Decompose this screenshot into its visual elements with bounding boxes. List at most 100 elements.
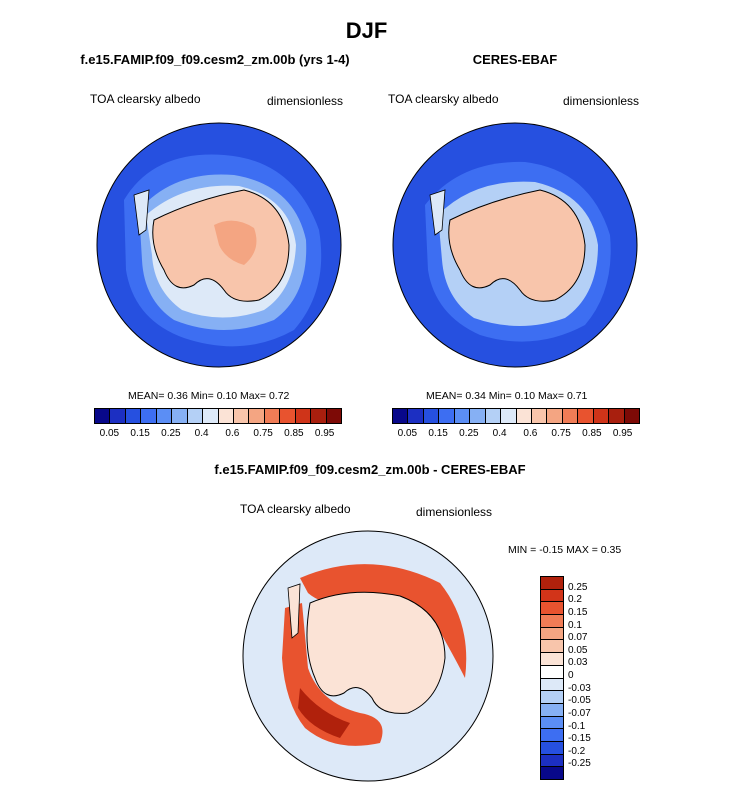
colorbar-obs: [392, 408, 640, 424]
colorbar-swatch: [541, 627, 563, 641]
colorbar-tick-label: 0.2: [568, 594, 582, 606]
colorbar-tick-label: 0.85: [284, 428, 304, 439]
plateau-high-albedo: [214, 220, 257, 265]
colorbar-tick-label: 0.4: [492, 428, 507, 439]
colorbar-tick-label: 0.95: [314, 428, 335, 439]
peninsula: [429, 189, 446, 236]
colorbar-swatch: [624, 409, 639, 423]
colorbar-tick-label: 0.15: [428, 428, 448, 439]
strong-positive-bias: [298, 688, 350, 738]
colorbar-tick-label: 0.95: [612, 428, 633, 439]
colorbar-tick-label: -0.15: [568, 733, 591, 745]
colorbar-swatch: [187, 409, 204, 423]
colorbar-swatch: [408, 409, 424, 423]
panel-variable-diff: TOA clearsky albedo: [240, 502, 351, 516]
colorbar-swatch: [249, 409, 265, 423]
panel-title-model: f.e15.FAMIP.f09_f09.cesm2_zm.00b (yrs 1-…: [80, 52, 350, 67]
colorbar-swatch: [423, 409, 440, 423]
panel-variable-obs: TOA clearsky albedo: [388, 92, 499, 106]
colorbar-swatch: [470, 409, 486, 423]
panel-title-obs: CERES-EBAF: [472, 52, 558, 67]
colorbar-tick-label: 0.05: [397, 428, 418, 439]
colorbar-swatch: [95, 409, 111, 423]
colorbar-tick-label: 0.25: [161, 428, 181, 439]
colorbar-tick-label: 0.03: [568, 657, 588, 669]
colorbar-swatch: [218, 409, 234, 423]
colorbar-tick-label: -0.2: [568, 745, 586, 757]
polar-map-model: [96, 122, 342, 368]
panel-title-diff: f.e15.FAMIP.f09_f09.cesm2_zm.00b - CERES…: [214, 462, 526, 477]
colorbar-tick-label: 0.6: [523, 428, 538, 439]
colorbar-diff: [540, 576, 564, 780]
positive-bias-north: [300, 564, 467, 678]
colorbar-swatch: [541, 589, 563, 603]
panel-units-model: dimensionless: [267, 94, 344, 108]
colorbar-model: [94, 408, 342, 424]
colorbar-swatch: [531, 409, 548, 423]
polar-map-diff: [242, 530, 494, 782]
colorbar-tick-label: 0.15: [568, 606, 588, 618]
colorbar-swatch: [541, 741, 563, 755]
antarctica-land: [306, 591, 446, 714]
colorbar-swatch: [541, 703, 563, 717]
colorbar-swatch: [541, 640, 563, 654]
colorbar-tick-label: 0.05: [99, 428, 120, 439]
stats-diff: MIN = -0.15 MAX = 0.35: [508, 544, 622, 556]
stats-obs: MEAN= 0.34 Min= 0.10 Max= 0.71: [426, 390, 588, 402]
colorbar-swatch: [454, 409, 471, 423]
colorbar-tick-label: 0.25: [568, 581, 588, 593]
colorbar-tick-label: 0: [568, 670, 574, 681]
colorbar-tick-label: -0.25: [568, 758, 591, 770]
colorbar-tick-label: -0.1: [568, 720, 586, 732]
colorbar-swatch: [541, 665, 563, 679]
peninsula: [287, 583, 301, 639]
colorbar-tick-label: 0.6: [225, 428, 240, 439]
colorbar-swatch: [501, 409, 517, 423]
colorbar-tick-label: 0.75: [551, 428, 571, 439]
colorbar-tick-label: 0.05: [568, 644, 588, 656]
colorbar-swatch: [110, 409, 126, 423]
colorbar-tick-label: 0.4: [194, 428, 209, 439]
colorbar-swatch: [264, 409, 281, 423]
colorbar-swatch: [156, 409, 173, 423]
colorbar-swatch: [541, 767, 563, 779]
colorbar-tick-label: 0.1: [568, 619, 582, 631]
colorbar-tick-label: 0.15: [130, 428, 150, 439]
colorbar-swatch: [326, 409, 341, 423]
peninsula: [133, 189, 150, 236]
colorbar-swatch: [541, 716, 563, 730]
colorbar-swatch: [485, 409, 502, 423]
colorbar-swatch: [541, 615, 563, 628]
panel-units-obs: dimensionless: [563, 94, 640, 108]
page-title: DJF: [345, 18, 388, 43]
colorbar-swatch: [393, 409, 409, 423]
colorbar-swatch: [541, 577, 563, 590]
colorbar-swatch: [311, 409, 327, 423]
colorbar-swatch: [203, 409, 219, 423]
antarctica-land: [448, 189, 586, 302]
colorbar-swatch: [547, 409, 563, 423]
colorbar-obs-ticks: 0.05 0.15 0.25 0.4 0.6 0.75 0.85 0.95: [392, 428, 638, 442]
colorbar-swatch: [541, 691, 563, 704]
colorbar-tick-label: -0.07: [568, 707, 591, 719]
colorbar-model-ticks: 0.05 0.15 0.25 0.4 0.6 0.75 0.85 0.95: [94, 428, 340, 442]
polar-map-obs: [392, 122, 638, 368]
colorbar-swatch: [541, 602, 563, 616]
panel-units-diff: dimensionless: [416, 505, 493, 519]
colorbar-swatch: [562, 409, 579, 423]
colorbar-swatch: [593, 409, 610, 423]
colorbar-swatch: [439, 409, 455, 423]
colorbar-swatch: [609, 409, 625, 423]
colorbar-tick-label: -0.03: [568, 682, 591, 694]
panel-variable-model: TOA clearsky albedo: [90, 92, 201, 106]
colorbar-swatch: [172, 409, 188, 423]
colorbar-tick-label: 0.75: [253, 428, 273, 439]
colorbar-tick-label: 0.07: [568, 632, 588, 644]
colorbar-tick-label: -0.05: [568, 695, 591, 707]
colorbar-swatch: [541, 653, 563, 666]
colorbar-swatch: [125, 409, 142, 423]
colorbar-tick-label: 0.85: [582, 428, 602, 439]
colorbar-swatch: [578, 409, 594, 423]
colorbar-swatch: [295, 409, 312, 423]
colorbar-swatch: [141, 409, 157, 423]
